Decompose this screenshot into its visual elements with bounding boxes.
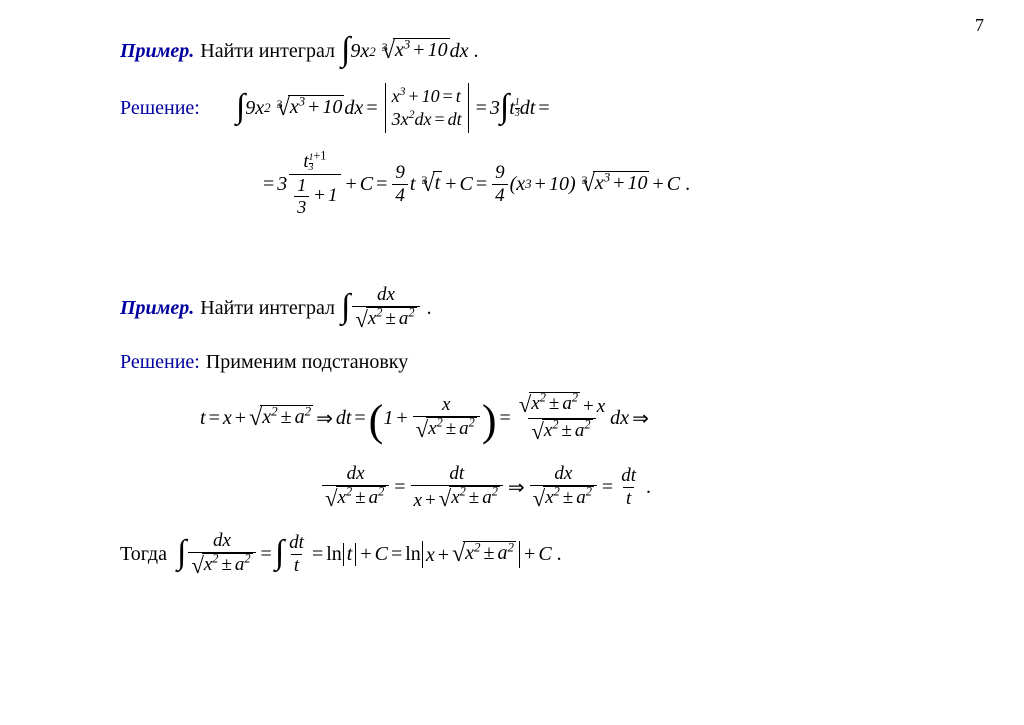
example2-reduce: dx √x2±a2 = dt x+√x2±a2 ⇒ dx √x2±a2 = dt… xyxy=(320,463,964,512)
example1-work2: = 3 t13+1 13+1 + C = 94 t 3√t + C = 94 (… xyxy=(260,151,680,218)
example1-work1: ∫ 9x2 3√x3+10 dx = x3+10=t 3x2dx=dt = 3∫… xyxy=(236,83,553,133)
example2-solution-label-line: Решение: Применим подстановку xyxy=(120,351,964,374)
example-label-2: Пример. xyxy=(120,297,194,320)
example2-substitution: t = x + √x2±a2 ⇒ dt = ( 1 + x √x2±a2 ) =… xyxy=(200,392,964,445)
then-label: Тогда xyxy=(120,543,167,566)
solution-label: Решение: xyxy=(120,97,200,120)
find-integral-text: Найти интеграл xyxy=(200,40,335,63)
apply-substitution-text: Применим подстановку xyxy=(206,351,408,374)
example2-sub-math: t = x + √x2±a2 ⇒ dt = ( 1 + x √x2±a2 ) =… xyxy=(200,392,652,445)
example1-solution-line2: = 3 t13+1 13+1 + C = 94 t 3√t + C = 94 (… xyxy=(260,151,964,218)
document-page: 7 Пример. Найти интеграл ∫ 9x2 3√x3+10 d… xyxy=(0,0,1024,725)
example2-reduce-math: dx √x2±a2 = dt x+√x2±a2 ⇒ dx √x2±a2 = dt… xyxy=(320,463,641,512)
solution-label-2: Решение: xyxy=(120,351,200,374)
example-label: Пример. xyxy=(120,40,194,63)
find-integral-text-2: Найти интеграл xyxy=(200,297,335,320)
example1-solution-line1: Решение: ∫ 9x2 3√x3+10 dx = x3+10=t 3x2d… xyxy=(120,83,964,133)
example2-integral: ∫ dx √x2±a2 xyxy=(341,284,422,333)
example2-final-math: ∫ dx √x2±a2 = ∫ dtt = lnt + C = ln x+√x2… xyxy=(177,530,552,579)
example2-final: Тогда ∫ dx √x2±a2 = ∫ dtt = lnt + C = ln… xyxy=(120,530,964,579)
example2-statement: Пример. Найти интеграл ∫ dx √x2±a2 . xyxy=(120,284,964,333)
example1-integral: ∫ 9x2 3√x3+10 dx xyxy=(341,38,468,65)
example1-statement: Пример. Найти интеграл ∫ 9x2 3√x3+10 dx … xyxy=(120,38,964,65)
page-number: 7 xyxy=(975,15,984,36)
